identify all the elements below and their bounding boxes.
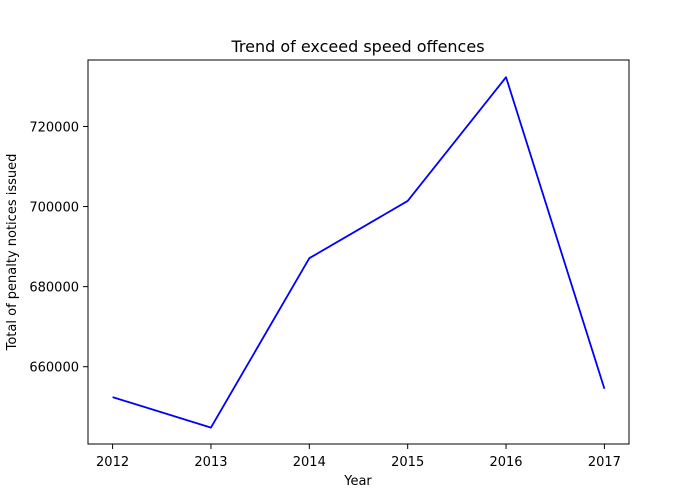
x-tick-label: 2013 xyxy=(194,455,227,470)
chart-title: Trend of exceed speed offences xyxy=(230,37,484,56)
y-tick-label: 660000 xyxy=(29,361,79,376)
x-tick-label: 2015 xyxy=(391,455,424,470)
x-tick-label: 2014 xyxy=(293,455,326,470)
x-axis-ticks: 2012 2013 2014 2015 2016 2017 xyxy=(96,444,621,470)
x-tick-label: 2017 xyxy=(588,455,621,470)
y-axis-label: Total of penalty notices issued xyxy=(5,154,20,352)
series-layer xyxy=(112,76,606,429)
y-tick-label: 700000 xyxy=(29,201,79,216)
series-line xyxy=(112,76,606,429)
x-axis-label: Year xyxy=(343,474,372,489)
x-tick-label: 2016 xyxy=(489,455,522,470)
y-axis-ticks: 660000 680000 700000 720000 xyxy=(29,120,88,376)
x-tick-label: 2012 xyxy=(96,455,129,470)
y-tick-label: 680000 xyxy=(29,281,79,296)
plot-frame xyxy=(87,59,630,445)
y-tick-label: 720000 xyxy=(29,120,79,135)
